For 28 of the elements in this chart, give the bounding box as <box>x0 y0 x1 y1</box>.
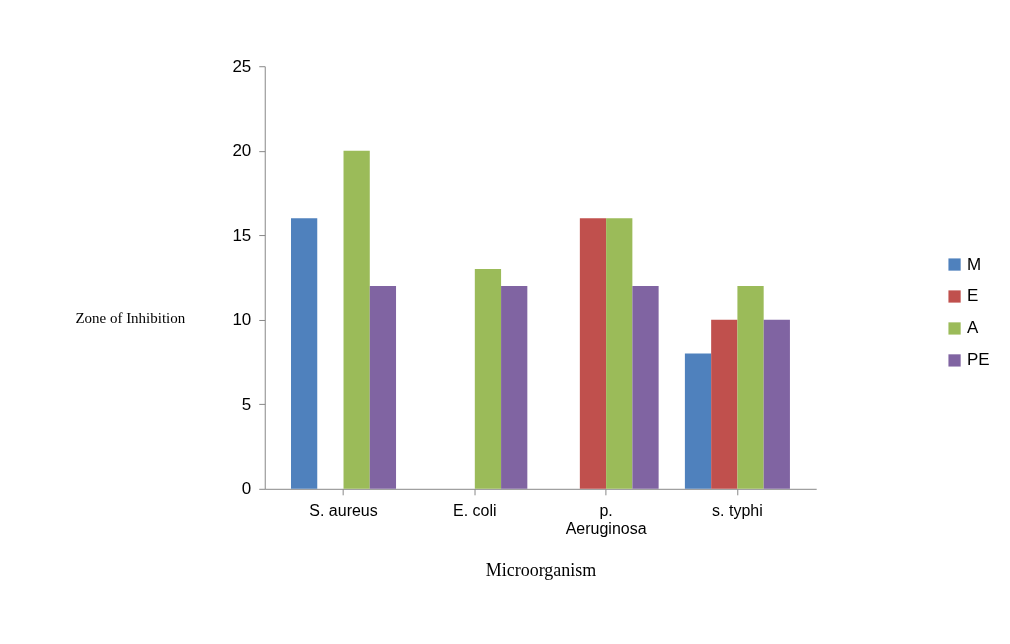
x-tick-label: S. aureus <box>309 502 378 520</box>
y-tick-label: 20 <box>232 141 252 161</box>
y-tick-label: 15 <box>232 225 252 245</box>
bar <box>369 285 397 489</box>
bar <box>291 218 318 489</box>
bar <box>711 319 738 489</box>
x-tick-label: s. typhi <box>712 502 763 520</box>
x-tick-label: p. Aeruginosa <box>565 502 647 538</box>
bar <box>737 285 764 489</box>
legend-label: M <box>967 254 982 274</box>
x-axis-title: Microorganism <box>485 560 597 581</box>
legend-label: E <box>967 286 979 306</box>
legend-label: A <box>967 318 980 338</box>
bar <box>632 285 659 489</box>
bar <box>501 285 528 489</box>
y-tick-label: 25 <box>232 56 252 76</box>
x-tick-label: E. coli <box>453 502 497 520</box>
y-tick-label: 10 <box>232 310 252 330</box>
bar <box>579 218 607 489</box>
bar <box>606 218 633 489</box>
bar <box>343 150 370 489</box>
bar <box>474 269 502 489</box>
y-tick-label: 0 <box>241 479 252 499</box>
bar <box>684 353 712 489</box>
legend-label: PE <box>967 350 990 370</box>
bar <box>763 319 790 489</box>
y-tick-label: 5 <box>241 394 252 414</box>
y-axis-title: Zone of Inhibition <box>75 310 186 327</box>
